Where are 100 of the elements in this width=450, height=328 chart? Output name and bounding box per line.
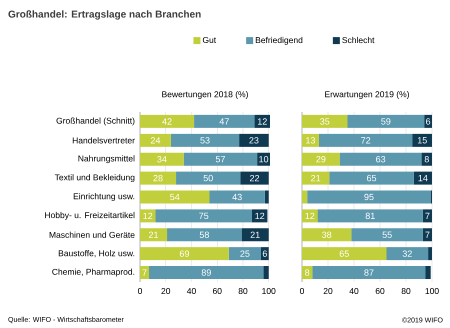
- data-label: 14: [418, 175, 428, 182]
- bar: [149, 266, 264, 280]
- bar: [302, 172, 330, 185]
- bar: [155, 209, 252, 222]
- data-label: 89: [202, 269, 211, 276]
- bar: [140, 190, 210, 204]
- data-label: 8: [424, 156, 429, 162]
- data-label: 65: [367, 174, 376, 182]
- data-label: 50: [204, 174, 213, 182]
- data-label: 12: [255, 212, 264, 220]
- data-label: 32: [402, 250, 412, 257]
- y-tick-label: Maschinen und Geräte: [50, 232, 135, 238]
- bar: [312, 266, 426, 280]
- data-label: 38: [322, 232, 332, 238]
- bar: [240, 172, 269, 185]
- x-tick-label: 20: [161, 288, 170, 294]
- data-label: 12: [305, 212, 314, 220]
- data-label: 10: [259, 156, 268, 162]
- data-label: 75: [199, 212, 208, 220]
- data-label: 35: [320, 118, 330, 125]
- data-label: 12: [258, 118, 267, 125]
- bar: [318, 134, 412, 147]
- x-tick-label: 80: [238, 288, 248, 294]
- x-tick-label: 100: [262, 288, 276, 294]
- data-label: 21: [311, 174, 320, 182]
- y-tick-label: Baustoffe, Holz usw.: [58, 250, 134, 258]
- bar: [428, 247, 432, 260]
- data-label: 28: [153, 174, 163, 182]
- legend-label: Gut: [202, 36, 216, 43]
- bar: [386, 247, 428, 260]
- y-tick-label: Textil und Bekleidung: [54, 174, 134, 182]
- data-label: 55: [382, 232, 392, 238]
- data-label: 87: [364, 269, 374, 276]
- bar: [140, 134, 171, 147]
- legend-label: Schlecht: [342, 36, 374, 44]
- bar: [228, 247, 261, 260]
- bar: [140, 172, 176, 185]
- bar: [348, 114, 424, 128]
- data-label: 15: [418, 137, 427, 144]
- data-label: 22: [250, 174, 260, 182]
- bar: [340, 152, 422, 166]
- bar: [302, 152, 340, 166]
- chart-subtitle: Erwartungen 2019 (%): [325, 91, 409, 99]
- bar: [302, 134, 319, 147]
- legend-label: Befriedigend: [256, 36, 302, 45]
- bar: [140, 247, 229, 260]
- bar: [176, 172, 240, 185]
- bar: [329, 172, 414, 185]
- data-label: 59: [381, 118, 390, 125]
- data-label: 7: [142, 269, 147, 276]
- data-label: 23: [249, 137, 259, 144]
- data-label: 65: [340, 250, 349, 257]
- data-label: 7: [425, 232, 430, 238]
- bar: [264, 190, 269, 204]
- data-label: 6: [262, 250, 267, 257]
- bar: [140, 152, 184, 166]
- data-label: 72: [361, 137, 370, 144]
- data-label: 29: [316, 156, 326, 162]
- data-label: 34: [157, 156, 167, 162]
- y-tick-label: Chemie, Pharmaprod.: [52, 268, 134, 276]
- bar: [210, 190, 265, 204]
- x-tick-label: 60: [376, 288, 384, 294]
- chart-title: Großhandel: Ertragslage nach Branchen: [8, 10, 201, 20]
- x-tick-label: 100: [426, 288, 439, 294]
- bar: [140, 228, 168, 242]
- bar: [239, 134, 269, 147]
- bar: [264, 266, 269, 280]
- data-label: 6: [426, 118, 430, 125]
- data-label: 63: [376, 156, 386, 162]
- bar: [307, 190, 431, 204]
- bar: [140, 114, 194, 128]
- data-label: 57: [216, 156, 225, 162]
- bar: [302, 266, 312, 280]
- x-tick-label: 0: [300, 288, 304, 294]
- x-tick-label: 20: [324, 288, 332, 294]
- bar: [242, 228, 269, 242]
- bar: [351, 228, 423, 242]
- bar: [184, 152, 258, 166]
- y-tick-label: Nahrungsmittel: [78, 155, 134, 164]
- bar: [140, 209, 156, 222]
- x-tick-label: 40: [349, 288, 358, 294]
- y-tick-label: Einrichtung usw.: [74, 193, 134, 201]
- bar: [302, 209, 318, 222]
- data-label: 43: [232, 194, 242, 200]
- x-tick-label: 80: [402, 288, 410, 294]
- data-label: 81: [366, 212, 375, 220]
- data-label: 69: [180, 250, 189, 257]
- data-label: 21: [148, 232, 158, 238]
- bar: [252, 209, 268, 222]
- data-label: 47: [220, 118, 229, 125]
- bar: [302, 247, 386, 260]
- bar: [194, 114, 255, 128]
- chart-subtitle: Bewertungen 2018 (%): [162, 91, 248, 99]
- bar: [167, 228, 242, 242]
- bar: [170, 134, 240, 147]
- y-tick-label: Hobby- u. Freizeitartikel: [45, 212, 134, 220]
- y-tick-label: Großhandel (Schnitt): [56, 117, 134, 126]
- x-tick-label: 0: [138, 288, 142, 294]
- data-label: 54: [170, 194, 180, 200]
- bar: [318, 209, 423, 222]
